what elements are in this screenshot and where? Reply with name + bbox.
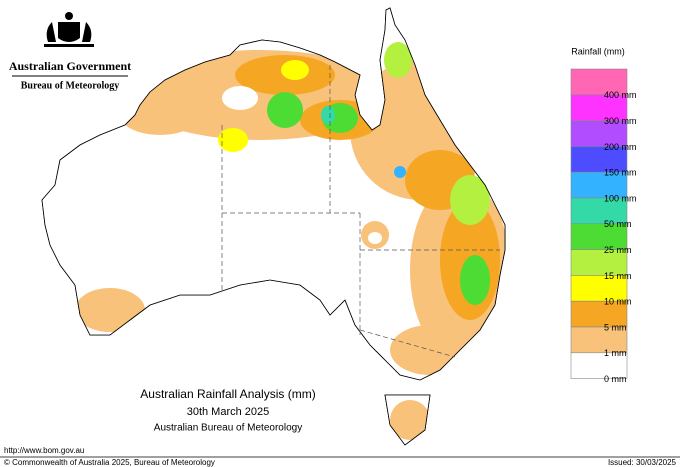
legend-label: 50 mm [604,219,632,229]
footer-url[interactable]: http://www.bom.gov.au [4,446,84,455]
state-borders [221,65,500,358]
legend-swatch [570,146,628,173]
map-title: Australian Rainfall Analysis (mm) [140,387,315,401]
footer-copyright: © Commonwealth of Australia 2025, Bureau… [4,458,215,467]
legend-swatch [570,275,628,302]
legend-swatch [570,197,628,225]
legend-label: 25 mm [604,245,632,255]
legend-label: 5 mm [604,322,627,332]
legend-swatch [570,352,628,379]
legend-swatch [570,249,628,276]
legend-label: 0 mm [604,374,627,384]
agency: Bureau of Meteorology [21,80,120,91]
legend-swatch [570,326,628,354]
legend-label: 1 mm [604,348,627,358]
coat-of-arms [44,12,94,47]
government: Australian Government [9,59,131,73]
legend-title: Rainfall (mm) [571,46,625,56]
legend-label: 15 mm [604,271,632,281]
map-source: Australian Bureau of Meteorology [154,423,302,434]
legend-swatch [570,94,628,121]
legend-swatch [570,120,628,147]
footer-issued: Issued: 30/03/2025 [608,458,677,467]
legend-label: 200 mm [604,142,637,152]
legend: 400 mm 300 mm 200 mm 150 mm 100 mm 50 mm 25 mm… [570,68,637,384]
legend-label: 10 mm [604,297,632,307]
legend-label: 100 mm [604,193,637,203]
map-date: 30th March 2025 [187,406,270,418]
legend-swatch [570,300,628,328]
legend-swatch [570,223,628,250]
legend-label: 150 mm [604,168,637,178]
legend-label: 400 mm [604,90,637,100]
legend-label: 300 mm [604,116,637,126]
legend-swatch [570,171,628,199]
